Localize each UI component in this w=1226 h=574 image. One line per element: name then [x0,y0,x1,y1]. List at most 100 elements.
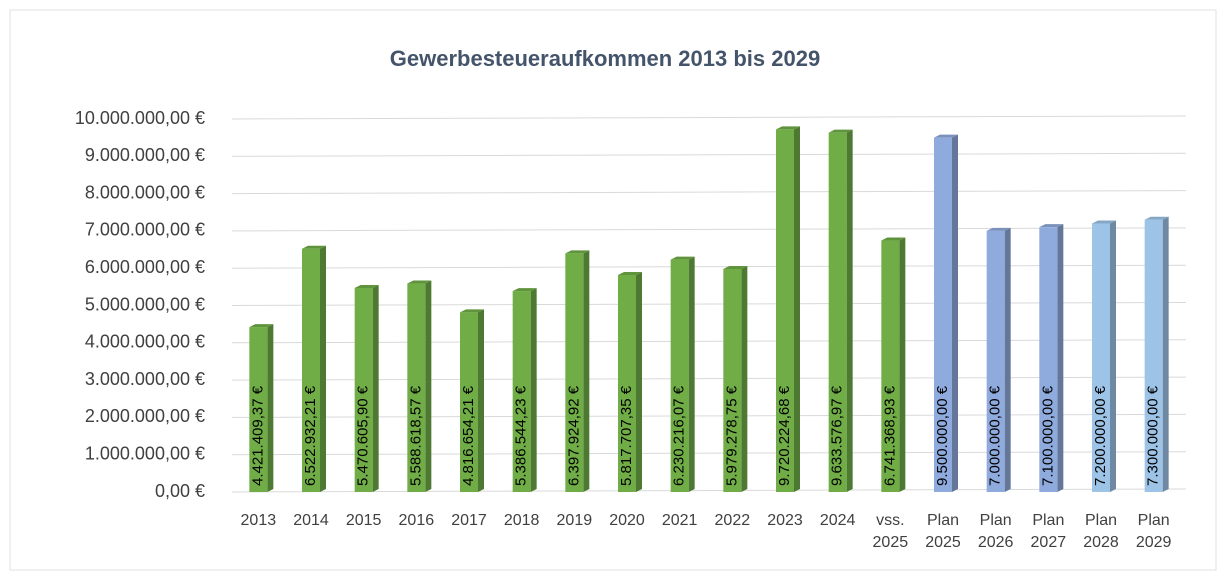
bar-top [881,237,906,241]
grid-line [231,451,1187,456]
y-tick-label: 0,00 € [155,481,205,501]
bar [407,283,426,492]
bar [670,259,689,492]
bar [776,129,794,493]
y-tick-label: 2.000.000,00 € [85,406,205,426]
bar [881,240,900,492]
bar-side [1162,216,1169,492]
grid-line [231,302,1187,306]
bar-top [670,256,695,260]
bar-side [899,237,906,492]
bar [1092,223,1110,492]
data-label: 9.720.224,68 € [776,385,793,486]
x-tick-label: 2016 [398,512,435,529]
bar-side [583,250,590,492]
data-label: 5.470.605,90 € [355,385,372,486]
bar-side [425,280,432,492]
bar-side [952,134,958,492]
bar [565,253,584,492]
bar [512,291,531,492]
grid-line [231,227,1187,232]
x-tick-label: 2018 [503,512,540,529]
bar [1039,227,1058,493]
bar [354,287,373,492]
bar-side [530,288,537,492]
y-tick-label: 9.000.000,00 € [85,145,205,165]
x-tick-label: Plan 2027 [1030,512,1067,551]
data-label: 5.386.544,23 € [513,385,530,486]
data-label: 7.300.000,00 € [1145,385,1162,486]
data-label: 7.100.000,00 € [1039,385,1056,486]
bar-top [565,250,590,254]
x-tick-label: 2019 [556,512,593,529]
bar [1144,219,1163,492]
data-label: 9.500.000,00 € [934,385,951,486]
x-tick-label: 2015 [345,512,382,529]
bar [460,312,478,492]
x-tick-label: 2024 [819,512,856,529]
y-tick-label: 6.000.000,00 € [85,257,205,277]
bar-top [723,265,748,269]
y-tick-label: 8.000.000,00 € [85,182,205,202]
bar-top [354,284,379,288]
data-label: 6.397.924,92 € [565,385,582,486]
x-tick-label: 2021 [661,512,698,529]
bar [618,274,636,492]
x-tick-label: Plan 2028 [1083,512,1119,551]
data-label: 5.979.278,75 € [723,385,740,486]
bar-side [846,129,853,492]
bar-top [618,271,642,275]
bar-side [741,265,748,492]
y-tick-label: 5.000.000,00 € [85,294,205,314]
x-tick-label: 2017 [451,512,487,529]
bar-side [636,271,642,492]
bar [986,230,1005,492]
bar-top [828,129,853,133]
grid-line [231,264,1187,269]
x-tick-label: 2014 [293,512,329,529]
x-tick-label: Plan 2025 [925,512,961,551]
bar [934,137,952,492]
data-label: 5.588.618,57 € [407,385,424,486]
bar-top [1144,216,1169,220]
data-label: 5.817.707,35 € [618,385,635,486]
bar-top [1092,220,1116,224]
chart-title: Gewerbesteueraufkommen 2013 bis 2029 [390,46,820,71]
data-label: 6.741.368,93 € [881,385,898,486]
y-tick-label: 4.000.000,00 € [85,332,205,352]
bar-top [460,309,484,313]
y-tick-label: 1.000.000,00 € [85,443,205,463]
x-tick-label: 2023 [767,512,803,529]
grid-line [231,190,1187,195]
data-label: 9.633.576,97 € [829,385,846,486]
y-tick-label: 3.000.000,00 € [85,369,205,389]
bar-top [986,227,1011,231]
bar-top [776,126,800,130]
bar-side [688,256,695,492]
bar-top [512,288,537,292]
bar [828,132,847,492]
bar-top [934,134,958,138]
data-label: 4.816.654,21 € [460,385,477,486]
bar-side [372,284,379,492]
grid-line [231,115,1187,120]
x-tick-label: 2013 [240,512,277,529]
x-tick-label: vss. 2025 [872,512,909,551]
bar-side [320,245,326,492]
grid-line [231,376,1187,381]
x-tick-label: 2022 [714,512,751,529]
y-tick-label: 7.000.000,00 € [85,220,205,240]
bar-side [1057,224,1064,493]
data-label: 4.421.409,37 € [249,385,266,486]
data-label: 6.522.932,21 € [302,385,319,486]
bar [249,327,268,492]
grid-line [231,488,1187,493]
data-label: 7.200.000,00 € [1092,385,1109,486]
bar-top [302,245,326,249]
bar-side [794,126,800,493]
bar-side [1110,220,1116,492]
chart-border [9,9,1217,571]
grid-line [231,152,1187,157]
